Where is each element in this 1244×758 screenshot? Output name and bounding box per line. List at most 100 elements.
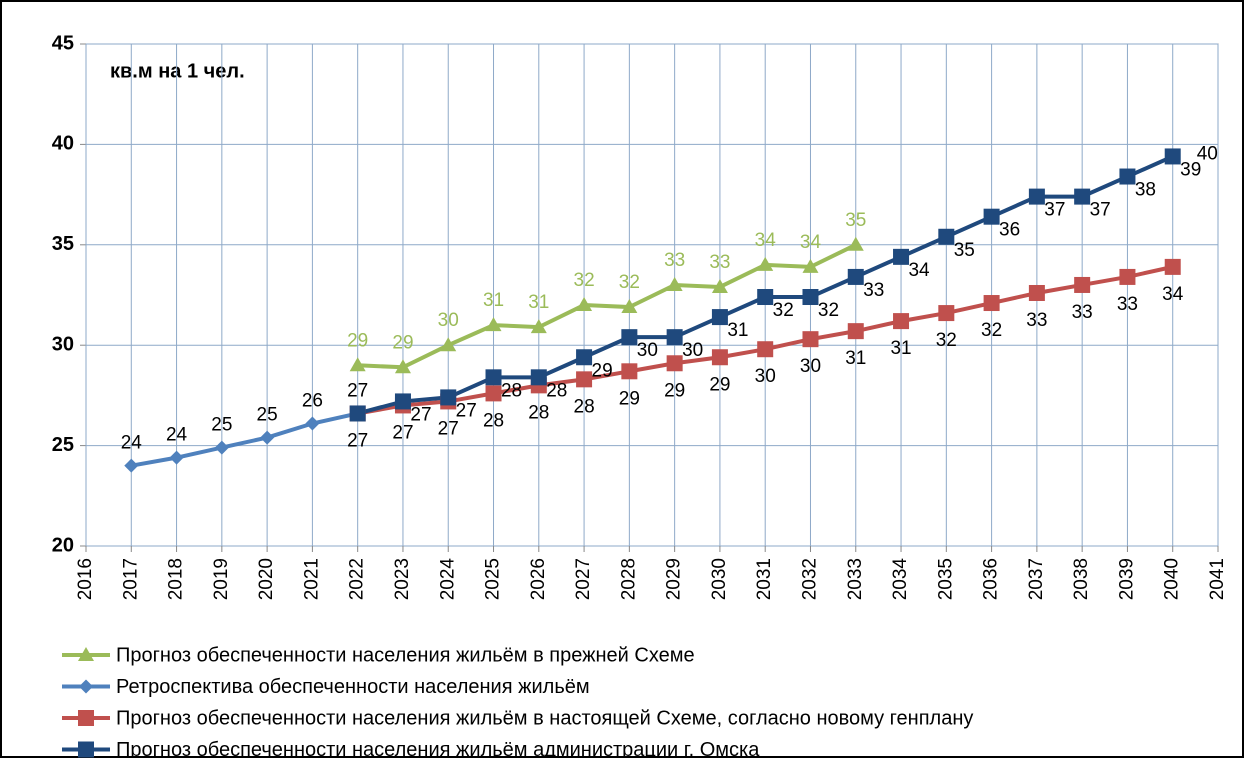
x-tick-label: 2038: [1071, 558, 1092, 600]
point: [1074, 276, 1091, 293]
point: [260, 430, 275, 445]
point: [711, 309, 728, 326]
point: [124, 458, 139, 473]
x-tick-label: 2036: [981, 558, 1002, 600]
data-label: 35: [954, 240, 975, 261]
data-label: 28: [528, 402, 549, 423]
point: [1074, 188, 1091, 205]
point: [847, 323, 864, 340]
point: [621, 299, 638, 314]
x-tick-label: 2024: [437, 558, 458, 601]
y-tick-label: 25: [52, 434, 74, 456]
data-label: 28: [501, 380, 522, 401]
data-label: 31: [483, 290, 504, 311]
point: [802, 289, 819, 306]
point: [847, 268, 864, 285]
data-label: 27: [456, 400, 477, 421]
point: [1028, 188, 1045, 205]
point: [485, 317, 502, 332]
x-tick-label: 2019: [211, 558, 232, 600]
point: [983, 208, 1000, 225]
data-label: 30: [682, 340, 703, 361]
point: [485, 385, 502, 402]
point: [530, 319, 547, 334]
series-line: [357, 243, 857, 370]
legend-marker: [78, 710, 94, 726]
series-line: [130, 411, 359, 468]
point: [757, 341, 774, 358]
data-label: 28: [546, 380, 567, 401]
data-label: 29: [592, 360, 613, 381]
data-label: 30: [800, 356, 821, 377]
y-tick-label: 30: [52, 333, 74, 355]
point: [349, 357, 366, 372]
data-label: 27: [347, 380, 368, 401]
chart-title: кв.м на 1 чел.: [110, 60, 245, 82]
point: [847, 236, 864, 251]
x-tick-label: 2029: [664, 558, 685, 600]
data-label: 30: [755, 366, 776, 387]
data-label: 27: [392, 422, 413, 443]
point: [394, 393, 411, 410]
x-tick-label: 2018: [166, 558, 187, 600]
data-label: 34: [908, 260, 930, 281]
point: [485, 369, 502, 386]
data-label: 25: [257, 405, 278, 426]
point: [893, 248, 910, 265]
x-tick-label: 2033: [845, 558, 866, 600]
x-tick-label: 2032: [799, 558, 820, 600]
data-label: 30: [438, 310, 459, 331]
data-label: 24: [166, 425, 188, 446]
x-tick-label: 2021: [301, 558, 322, 600]
point: [621, 363, 638, 380]
legend-label: Прогноз обеспеченности населения жильём …: [116, 707, 973, 729]
point: [169, 450, 184, 465]
point: [711, 278, 728, 293]
point: [621, 329, 638, 346]
point: [666, 276, 683, 291]
point: [214, 440, 229, 455]
x-tick-label: 2034: [890, 558, 911, 601]
x-tick-label: 2037: [1026, 558, 1047, 600]
point: [711, 349, 728, 366]
point: [440, 389, 457, 406]
data-label: 31: [890, 338, 911, 359]
x-tick-label: 2023: [392, 558, 413, 600]
point: [802, 258, 819, 273]
data-label: 31: [727, 320, 748, 341]
legend-marker: [79, 679, 93, 694]
data-label: 34: [800, 232, 822, 253]
x-tick-label: 2017: [120, 558, 141, 600]
data-label: 29: [709, 374, 730, 395]
data-label: 24: [121, 433, 143, 454]
point: [1164, 148, 1181, 165]
y-tick-label: 45: [52, 32, 74, 54]
data-label: 32: [619, 272, 640, 293]
point: [576, 349, 593, 366]
point: [938, 305, 955, 322]
data-label: 33: [1026, 310, 1047, 331]
point: [1119, 168, 1136, 185]
y-tick-label: 40: [52, 133, 74, 155]
legend-label: Прогноз обеспеченности населения жильём …: [116, 739, 760, 758]
point: [394, 359, 411, 374]
point: [440, 337, 457, 352]
data-label: 25: [211, 415, 232, 436]
annotation: 40: [1197, 143, 1218, 164]
x-tick-label: 2031: [754, 558, 775, 600]
data-label: 29: [392, 332, 413, 353]
y-tick-label: 20: [52, 534, 74, 556]
x-tick-label: 2040: [1162, 558, 1183, 600]
data-label: 26: [302, 391, 323, 412]
point: [1119, 268, 1136, 285]
data-label: 28: [483, 410, 504, 431]
data-label: 31: [528, 292, 549, 313]
data-label: 33: [664, 250, 685, 271]
point: [666, 329, 683, 346]
point: [666, 355, 683, 372]
point: [938, 228, 955, 245]
legend-label: Ретроспектива обеспеченности населения ж…: [116, 676, 590, 698]
data-label: 30: [637, 340, 658, 361]
x-tick-label: 2020: [256, 558, 277, 600]
